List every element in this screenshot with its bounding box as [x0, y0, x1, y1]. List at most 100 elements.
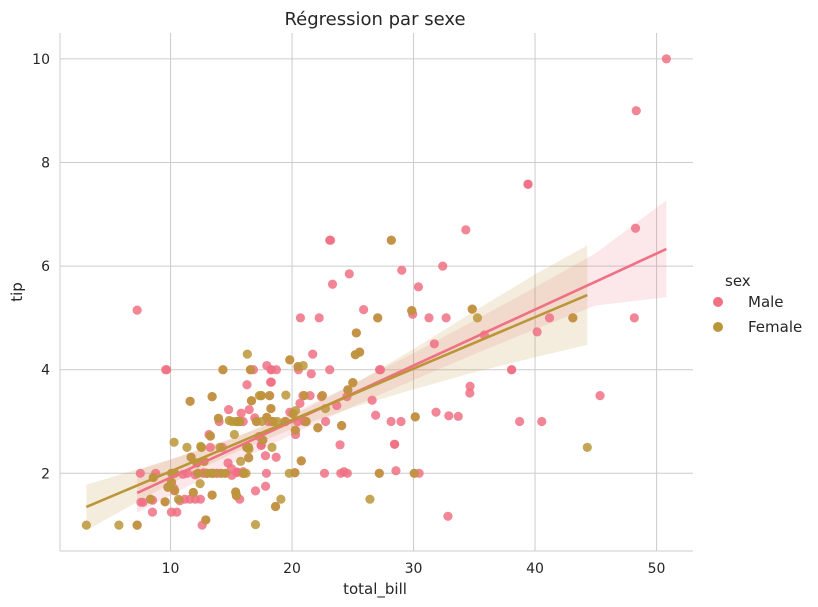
legend: sex Male Female [713, 272, 802, 336]
point-female [409, 468, 419, 478]
point-female [467, 304, 477, 314]
point-male [266, 377, 276, 387]
point-female [160, 497, 170, 507]
point-female [216, 468, 226, 478]
point-female [272, 416, 282, 427]
y-tick-label: 10 [32, 52, 50, 68]
point-female [145, 494, 156, 504]
axis-spines [59, 33, 693, 552]
point-male [438, 261, 448, 271]
point-female [206, 468, 217, 478]
point-male [138, 497, 148, 507]
point-male [242, 380, 252, 390]
point-male [444, 411, 454, 421]
point-female [582, 442, 592, 452]
point-female [250, 519, 261, 530]
point-male [390, 439, 400, 449]
point-female [242, 349, 252, 359]
point-female [132, 520, 142, 530]
point-female [276, 494, 286, 504]
fit-line-female [85, 293, 588, 509]
point-male [396, 416, 406, 427]
point-female [229, 429, 239, 440]
point-female [169, 437, 179, 447]
point-male [429, 339, 439, 349]
point-female [186, 452, 196, 462]
point-male [327, 279, 338, 289]
point-male [132, 305, 142, 315]
point-female [301, 416, 311, 427]
point-male [161, 365, 171, 375]
fit-line-male [136, 247, 667, 495]
point-male [431, 407, 441, 417]
point-female [169, 485, 180, 495]
scatter-points [81, 54, 671, 530]
point-male [397, 265, 407, 275]
point-male [367, 395, 377, 405]
point-male [371, 410, 381, 420]
point-male [630, 223, 641, 233]
point-male [515, 416, 525, 427]
point-male [359, 305, 369, 315]
plot-background [60, 33, 693, 551]
y-tick-label: 2 [41, 466, 50, 482]
legend-label-male: Male [748, 293, 784, 311]
point-male [441, 313, 451, 323]
regression-lines [85, 247, 667, 509]
point-male [195, 494, 206, 504]
point-female [348, 378, 358, 388]
point-female [386, 235, 396, 245]
point-female [281, 390, 291, 400]
point-male [271, 452, 281, 462]
point-female [193, 468, 203, 478]
point-female [201, 515, 211, 525]
point-female [374, 468, 384, 478]
point-male [224, 404, 234, 415]
point-male [325, 235, 336, 245]
point-female [313, 423, 323, 433]
y-tick-label: 8 [41, 156, 50, 172]
point-male [631, 106, 641, 116]
point-female [285, 355, 295, 365]
point-male [537, 416, 547, 427]
point-male [523, 179, 533, 189]
legend-marker-female [713, 322, 723, 332]
point-female [298, 360, 308, 371]
point-female [266, 403, 276, 414]
point-male [443, 511, 453, 521]
point-female [355, 347, 365, 357]
x-tick-labels: 10 20 30 40 50 [162, 561, 666, 577]
point-female [407, 306, 417, 316]
point-female [288, 409, 298, 419]
point-male [391, 466, 401, 476]
point-female [365, 494, 375, 504]
point-female [284, 468, 294, 478]
point-male [595, 391, 605, 401]
point-female [246, 396, 257, 406]
point-male [223, 458, 233, 468]
point-female [196, 442, 207, 452]
point-female [188, 487, 198, 498]
point-male [461, 225, 471, 235]
point-male [260, 481, 271, 491]
point-male [424, 313, 434, 323]
point-male [147, 507, 158, 517]
point-male [335, 440, 345, 450]
point-male [453, 411, 463, 421]
point-female [256, 391, 266, 401]
point-female [205, 431, 216, 441]
point-female [173, 494, 184, 504]
point-female [195, 479, 205, 489]
chart-title: Régression par sexe [284, 9, 465, 30]
point-male [260, 451, 271, 461]
point-male [532, 327, 542, 337]
point-male [629, 313, 639, 323]
point-female [231, 487, 241, 497]
point-female [270, 501, 281, 512]
point-female [290, 425, 300, 435]
point-male [308, 349, 318, 359]
point-male [135, 468, 145, 478]
point-male [250, 486, 261, 496]
point-male [244, 404, 254, 415]
plot-area: 10 20 30 40 50 2 4 6 8 10 [32, 33, 693, 577]
